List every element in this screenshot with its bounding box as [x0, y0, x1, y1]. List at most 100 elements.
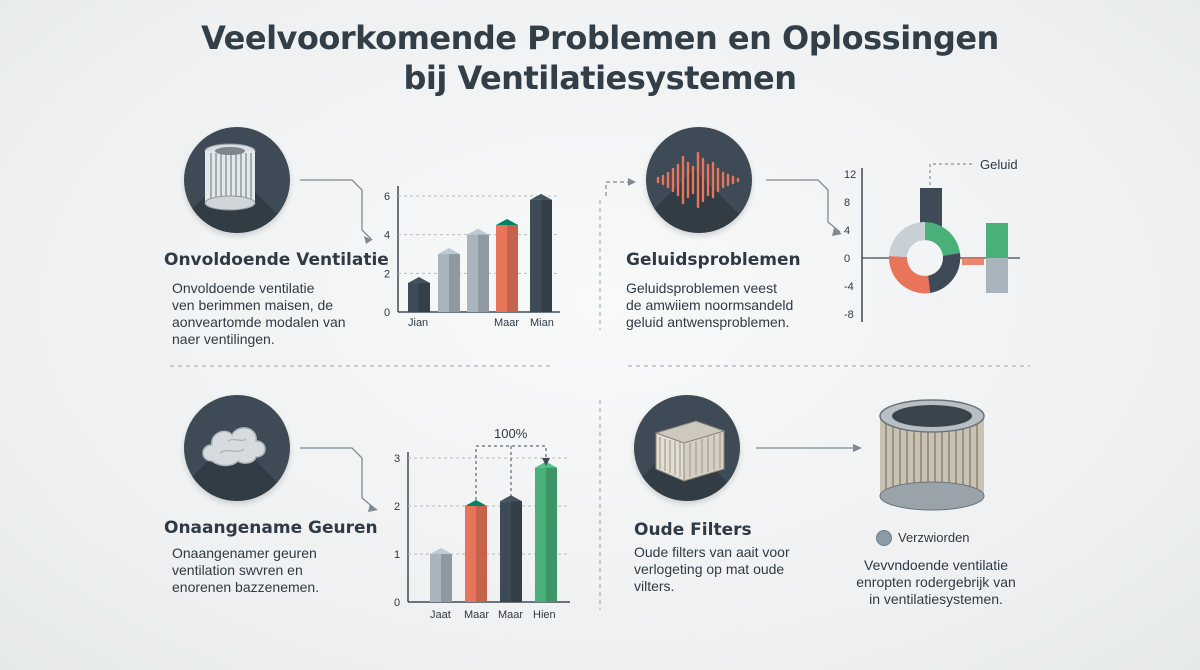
ventilatie-desc-line: aonveartomde modalen van [172, 314, 346, 330]
y-tick-label: -8 [844, 309, 854, 321]
arrow-head [364, 236, 372, 244]
chart-bar [962, 258, 984, 265]
annotation-label: 100% [494, 426, 528, 441]
chart-bar [986, 258, 1008, 293]
ventilation-icon-circle [184, 127, 290, 233]
geuren-desc-line: Onaangenamer geuren [172, 545, 317, 561]
annotation-bracket [475, 445, 547, 500]
geluid-desc-line: de amwiiem noormsandeld [626, 297, 794, 313]
bars [408, 193, 552, 312]
dirty-cylinder-filter-icon [879, 399, 985, 511]
geluid-desc-line: geluid antwensproblemen. [626, 314, 790, 330]
y-tick-label: 4 [384, 230, 390, 242]
donut-hole [907, 240, 943, 276]
x-tick-label: Maar [464, 609, 489, 621]
y-tick-labels: 0 2 4 6 [384, 191, 390, 319]
series-label-leader [929, 163, 974, 185]
x-tick-label: Jaat [430, 609, 451, 621]
ventilatie-heading: Onvoldoende Ventilatie [164, 250, 389, 270]
chart-bar [465, 500, 487, 602]
y-tick-labels: 12 8 4 0 -4 -8 [844, 169, 856, 321]
filters-description: Oude filters van aait voor verlogeting o… [634, 544, 790, 595]
geuren-desc-line: ventilation swvren en [172, 562, 303, 578]
filters-desc-line: verlogeting op mat oude [634, 561, 785, 577]
chart-bar [467, 228, 489, 312]
y-tick-labels: 0 1 2 3 [394, 453, 400, 609]
smoke-cloud-icon [202, 427, 266, 467]
geluid-description: Geluidsproblemen veest de amwiiem noorms… [626, 280, 793, 331]
y-tick-label: 0 [394, 597, 400, 609]
arrow-head [542, 458, 550, 466]
legend-label: Verzwiorden [898, 530, 970, 545]
y-tick-label: 0 [384, 307, 390, 319]
y-tick-label: 1 [394, 549, 400, 561]
geuren-desc-line: enorenen bazzenemen. [172, 579, 320, 595]
arrow-head [368, 504, 378, 512]
x-tick-label: Maar [494, 317, 519, 329]
y-tick-label: 2 [394, 501, 400, 513]
y-tick-label: 0 [844, 253, 850, 265]
filters-note-line: enropten rodergebrijk van [856, 574, 1016, 590]
legend-marker [876, 530, 892, 546]
filters-desc-line: vilters. [634, 578, 675, 594]
title-line-1: Veelvoorkomende Problemen en Oplossingen [201, 19, 999, 57]
filters-desc-line: Oude filters van aait voor [634, 544, 790, 560]
x-tick-label: Hien [533, 609, 556, 621]
connector-arrow-2 [766, 179, 841, 233]
x-tick-label: Jian [408, 317, 428, 329]
filter-icon-circle [634, 395, 740, 501]
ventilatie-description: Onvoldoende ventilatie ven berimmen mais… [172, 280, 346, 348]
y-tick-label: 4 [844, 225, 850, 237]
page-title: Veelvoorkomende Problemen en Oplossingen… [0, 18, 1200, 98]
arrow-head [628, 178, 636, 186]
donut-slice-green [925, 222, 960, 256]
sound-wave-icon [656, 151, 740, 209]
sound-icon-circle [646, 127, 752, 233]
donut-slice-dark [928, 253, 961, 293]
y-tick-label: -4 [844, 281, 854, 293]
y-tick-label: 6 [384, 191, 390, 203]
chart-bar [496, 219, 518, 312]
dirty-filter-icon [654, 420, 726, 482]
connector-dashed-arrow [605, 181, 632, 196]
donut-chart [888, 221, 961, 294]
ventilatie-desc-line: naer ventilingen. [172, 331, 275, 347]
x-tick-label: Maar [498, 609, 523, 621]
air-filter-icon [204, 143, 256, 211]
chart-bar [408, 277, 430, 312]
chart-bar [530, 193, 552, 312]
chart-bar [500, 495, 522, 602]
filters-note-line: in ventilatiesystemen. [869, 591, 1003, 607]
chart-bar [438, 248, 460, 312]
y-tick-label: 2 [384, 268, 390, 280]
donut-slice-orange [888, 256, 930, 294]
arrow-head [832, 228, 842, 236]
filters-note: Vevvndoende ventilatie enropten rodergeb… [836, 557, 1036, 608]
x-tick-label: Mian [530, 317, 554, 329]
connector-arrow-3 [300, 447, 375, 509]
donut-slice-grey [889, 221, 925, 257]
y-tick-label: 8 [844, 197, 850, 209]
geluid-heading: Geluidsproblemen [626, 250, 801, 270]
geuren-description: Onaangenamer geuren ventilation swvren e… [172, 545, 319, 596]
chart-bar [986, 223, 1008, 258]
filters-heading: Oude Filters [634, 520, 752, 540]
y-tick-label: 3 [394, 453, 400, 465]
connector-arrow-1 [300, 179, 373, 241]
odor-icon-circle [184, 395, 290, 501]
title-line-2: bij Ventilatiesystemen [403, 59, 797, 97]
ventilatie-desc-line: ven berimmen maisen, de [172, 297, 334, 313]
geluid-desc-line: Geluidsproblemen veest [626, 280, 777, 296]
arrow-head [853, 444, 862, 452]
bars [430, 461, 557, 602]
geuren-heading: Onaangename Geuren [164, 518, 378, 538]
series-label: Geluid [980, 157, 1018, 172]
chart-bar [430, 548, 452, 602]
ventilatie-desc-line: Onvoldoende ventilatie [172, 280, 315, 296]
y-tick-label: 12 [844, 169, 856, 181]
